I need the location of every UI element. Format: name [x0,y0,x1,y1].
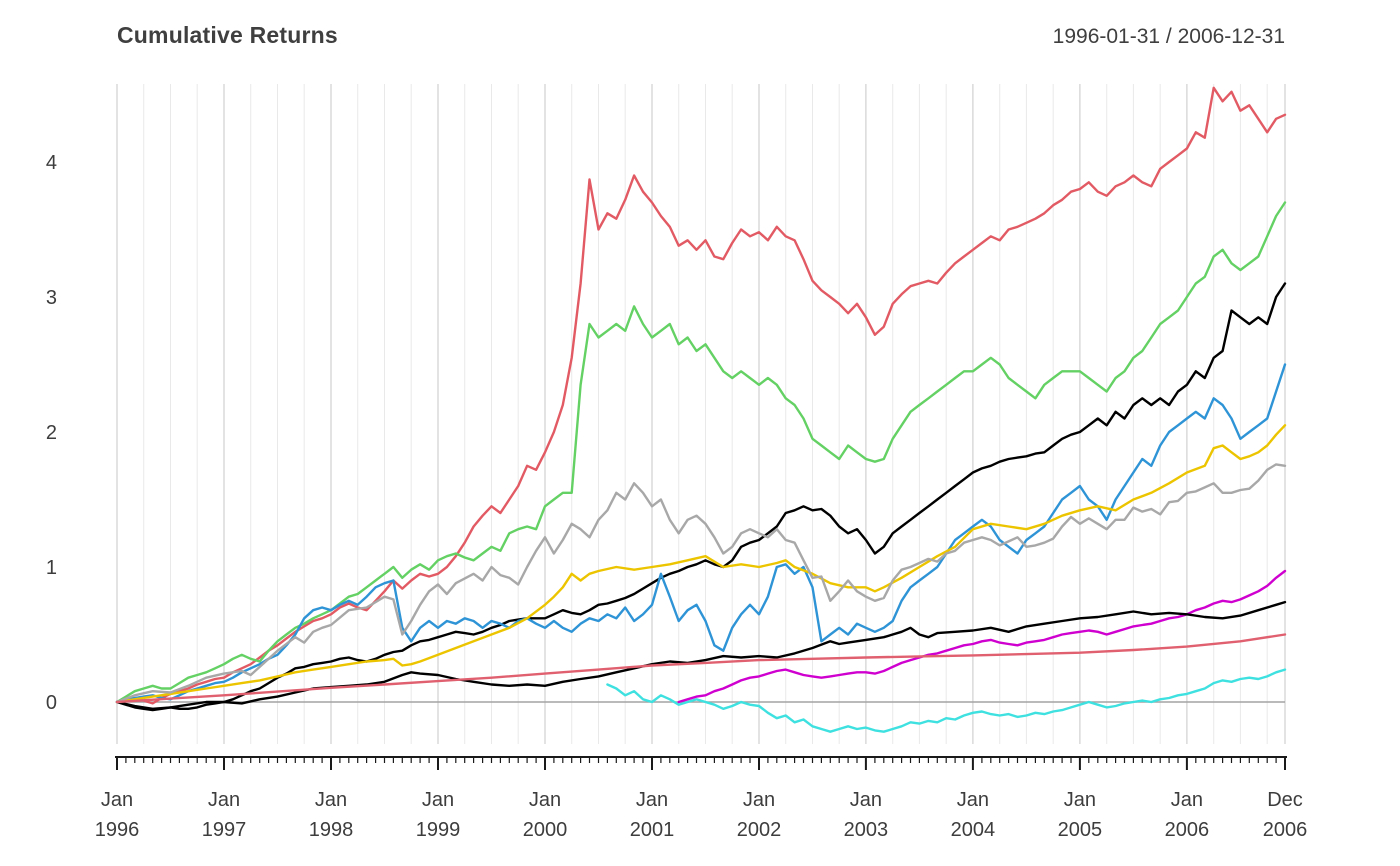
series-black-a [115,282,1287,712]
x-tick-year: 1997 [202,819,247,841]
y-tick-label: 2 [46,422,57,444]
series-red-smooth [115,633,1287,704]
x-tick-year: 2001 [630,819,675,841]
series-green [115,201,1287,704]
chart-header: Cumulative Returns 1996-01-31 / 2006-12-… [117,22,1285,49]
x-tick-year: 2004 [951,819,996,841]
y-tick-label: 4 [46,152,57,174]
y-tick-label: 1 [46,557,57,579]
gridlines [116,84,1286,744]
x-tick-year: 2006 [1263,819,1308,841]
x-tick-year: 2005 [1058,819,1103,841]
x-tick-month: Jan [636,789,668,811]
series-lines [115,86,1287,733]
x-tick-year: 1999 [416,819,461,841]
y-tick-label: 0 [46,692,57,714]
x-tick-month: Jan [529,789,561,811]
x-tick-month: Dec [1267,789,1303,811]
x-tick-month: Jan [850,789,882,811]
x-tick-year: 2006 [1165,819,1210,841]
series-gray [115,463,1287,704]
x-tick-labels: Jan 1996 Jan 1997 Jan 1998 Jan 1999 Jan 2000 Jan 20… [95,789,1308,841]
x-tick-month: Jan [957,789,989,811]
x-tick-month: Jan [422,789,454,811]
y-tick-label: 3 [46,287,57,309]
series-cyan [606,668,1287,733]
x-tick-year: 1996 [95,819,140,841]
x-tick-year: 2002 [737,819,782,841]
x-tick-month: Jan [315,789,347,811]
x-tick-year: 2003 [844,819,889,841]
chart-title: Cumulative Returns [117,22,338,48]
chart-date-range: 1996-01-31 / 2006-12-31 [1052,25,1285,48]
y-tick-labels: 0 1 2 3 4 [46,152,57,714]
series-red [115,86,1287,705]
x-tick-month: Jan [208,789,240,811]
x-tick-year: 2000 [523,819,568,841]
series-blue [115,363,1287,704]
x-tick-month: Jan [743,789,775,811]
series-black-b [115,600,1287,710]
x-axis [115,756,1287,770]
x-tick-month: Jan [1171,789,1203,811]
series-gold [115,424,1287,704]
x-tick-month: Jan [1064,789,1096,811]
x-tick-month: Jan [101,789,133,811]
x-tick-year: 1998 [309,819,354,841]
